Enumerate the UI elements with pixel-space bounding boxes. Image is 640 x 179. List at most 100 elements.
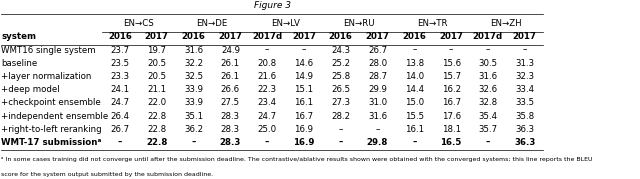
Text: 32.6: 32.6 — [478, 85, 497, 94]
Text: 28.0: 28.0 — [368, 59, 387, 68]
Text: 32.3: 32.3 — [515, 72, 534, 81]
Text: 2017: 2017 — [145, 32, 169, 41]
Text: +deep model: +deep model — [1, 85, 60, 94]
Text: score for the system output submitted by the submission deadline.: score for the system output submitted by… — [1, 172, 214, 177]
Text: 16.5: 16.5 — [440, 138, 461, 147]
Text: 35.4: 35.4 — [478, 112, 497, 120]
Text: 2017: 2017 — [365, 32, 390, 41]
Text: 2016: 2016 — [108, 32, 132, 41]
Text: 2017: 2017 — [218, 32, 243, 41]
Text: 22.8: 22.8 — [146, 138, 168, 147]
Text: 13.8: 13.8 — [404, 59, 424, 68]
Text: 2016: 2016 — [403, 32, 426, 41]
Text: 26.7: 26.7 — [111, 125, 129, 134]
Text: 29.9: 29.9 — [368, 85, 387, 94]
Text: EN→DE: EN→DE — [196, 19, 228, 28]
Text: 17.6: 17.6 — [442, 112, 461, 120]
Text: 33.9: 33.9 — [184, 85, 203, 94]
Text: 25.0: 25.0 — [258, 125, 276, 134]
Text: 22.8: 22.8 — [147, 125, 166, 134]
Text: 28.7: 28.7 — [368, 72, 387, 81]
Text: 16.7: 16.7 — [442, 98, 461, 107]
Text: 16.2: 16.2 — [442, 85, 461, 94]
Text: ᵃ In some cases training did not converge until after the submission deadline. T: ᵃ In some cases training did not converg… — [1, 157, 593, 162]
Text: +independent ensemble: +independent ensemble — [1, 112, 109, 120]
Text: 33.9: 33.9 — [184, 98, 203, 107]
Text: 25.2: 25.2 — [331, 59, 350, 68]
Text: 35.1: 35.1 — [184, 112, 203, 120]
Text: 16.7: 16.7 — [294, 112, 314, 120]
Text: 32.2: 32.2 — [184, 59, 203, 68]
Text: 22.3: 22.3 — [258, 85, 276, 94]
Text: 20.5: 20.5 — [147, 59, 166, 68]
Text: –: – — [522, 46, 527, 55]
Text: 32.8: 32.8 — [478, 98, 497, 107]
Text: 23.5: 23.5 — [111, 59, 129, 68]
Text: 36.3: 36.3 — [515, 125, 534, 134]
Text: 20.5: 20.5 — [147, 72, 166, 81]
Text: 28.2: 28.2 — [331, 112, 350, 120]
Text: 26.4: 26.4 — [111, 112, 129, 120]
Text: 36.2: 36.2 — [184, 125, 203, 134]
Text: 36.3: 36.3 — [514, 138, 536, 147]
Text: 33.4: 33.4 — [515, 85, 534, 94]
Text: 24.9: 24.9 — [221, 46, 240, 55]
Text: 25.8: 25.8 — [331, 72, 350, 81]
Text: 22.0: 22.0 — [147, 98, 166, 107]
Text: 30.5: 30.5 — [478, 59, 497, 68]
Text: EN→LV: EN→LV — [271, 19, 300, 28]
Text: 2016: 2016 — [329, 32, 353, 41]
Text: –: – — [449, 46, 453, 55]
Text: 28.3: 28.3 — [220, 138, 241, 147]
Text: EN→CS: EN→CS — [123, 19, 154, 28]
Text: –: – — [412, 138, 417, 147]
Text: –: – — [191, 138, 196, 147]
Text: 31.0: 31.0 — [368, 98, 387, 107]
Text: –: – — [375, 125, 380, 134]
Text: EN→RU: EN→RU — [343, 19, 375, 28]
Text: –: – — [486, 138, 490, 147]
Text: 2017: 2017 — [439, 32, 463, 41]
Text: 26.5: 26.5 — [331, 85, 350, 94]
Text: baseline: baseline — [1, 59, 38, 68]
Text: 2017: 2017 — [513, 32, 537, 41]
Text: 22.8: 22.8 — [147, 112, 166, 120]
Text: 2017d: 2017d — [252, 32, 282, 41]
Text: 31.6: 31.6 — [368, 112, 387, 120]
Text: 14.9: 14.9 — [294, 72, 314, 81]
Text: 14.4: 14.4 — [404, 85, 424, 94]
Text: 16.9: 16.9 — [293, 138, 315, 147]
Text: 15.1: 15.1 — [294, 85, 314, 94]
Text: 16.1: 16.1 — [404, 125, 424, 134]
Text: 27.5: 27.5 — [221, 98, 240, 107]
Text: +checkpoint ensemble: +checkpoint ensemble — [1, 98, 101, 107]
Text: 24.7: 24.7 — [111, 98, 129, 107]
Text: 27.3: 27.3 — [331, 98, 350, 107]
Text: Figure 3: Figure 3 — [253, 1, 291, 10]
Text: 26.7: 26.7 — [368, 46, 387, 55]
Text: 26.6: 26.6 — [221, 85, 240, 94]
Text: 23.4: 23.4 — [258, 98, 276, 107]
Text: EN→ZH: EN→ZH — [490, 19, 522, 28]
Text: –: – — [486, 46, 490, 55]
Text: 24.3: 24.3 — [331, 46, 350, 55]
Text: 31.3: 31.3 — [515, 59, 534, 68]
Text: –: – — [339, 138, 343, 147]
Text: 28.3: 28.3 — [221, 112, 240, 120]
Text: 20.8: 20.8 — [258, 59, 276, 68]
Text: 32.5: 32.5 — [184, 72, 203, 81]
Text: 2017: 2017 — [292, 32, 316, 41]
Text: –: – — [265, 46, 269, 55]
Text: 15.6: 15.6 — [442, 59, 461, 68]
Text: 21.1: 21.1 — [147, 85, 166, 94]
Text: 21.6: 21.6 — [258, 72, 276, 81]
Text: 23.7: 23.7 — [111, 46, 129, 55]
Text: WMT-17 submissionᵃ: WMT-17 submissionᵃ — [1, 138, 102, 147]
Text: –: – — [265, 138, 269, 147]
Text: 29.8: 29.8 — [367, 138, 388, 147]
Text: 16.1: 16.1 — [294, 98, 314, 107]
Text: 31.6: 31.6 — [478, 72, 497, 81]
Text: EN→TR: EN→TR — [417, 19, 448, 28]
Text: 18.1: 18.1 — [442, 125, 461, 134]
Text: +right-to-left reranking: +right-to-left reranking — [1, 125, 102, 134]
